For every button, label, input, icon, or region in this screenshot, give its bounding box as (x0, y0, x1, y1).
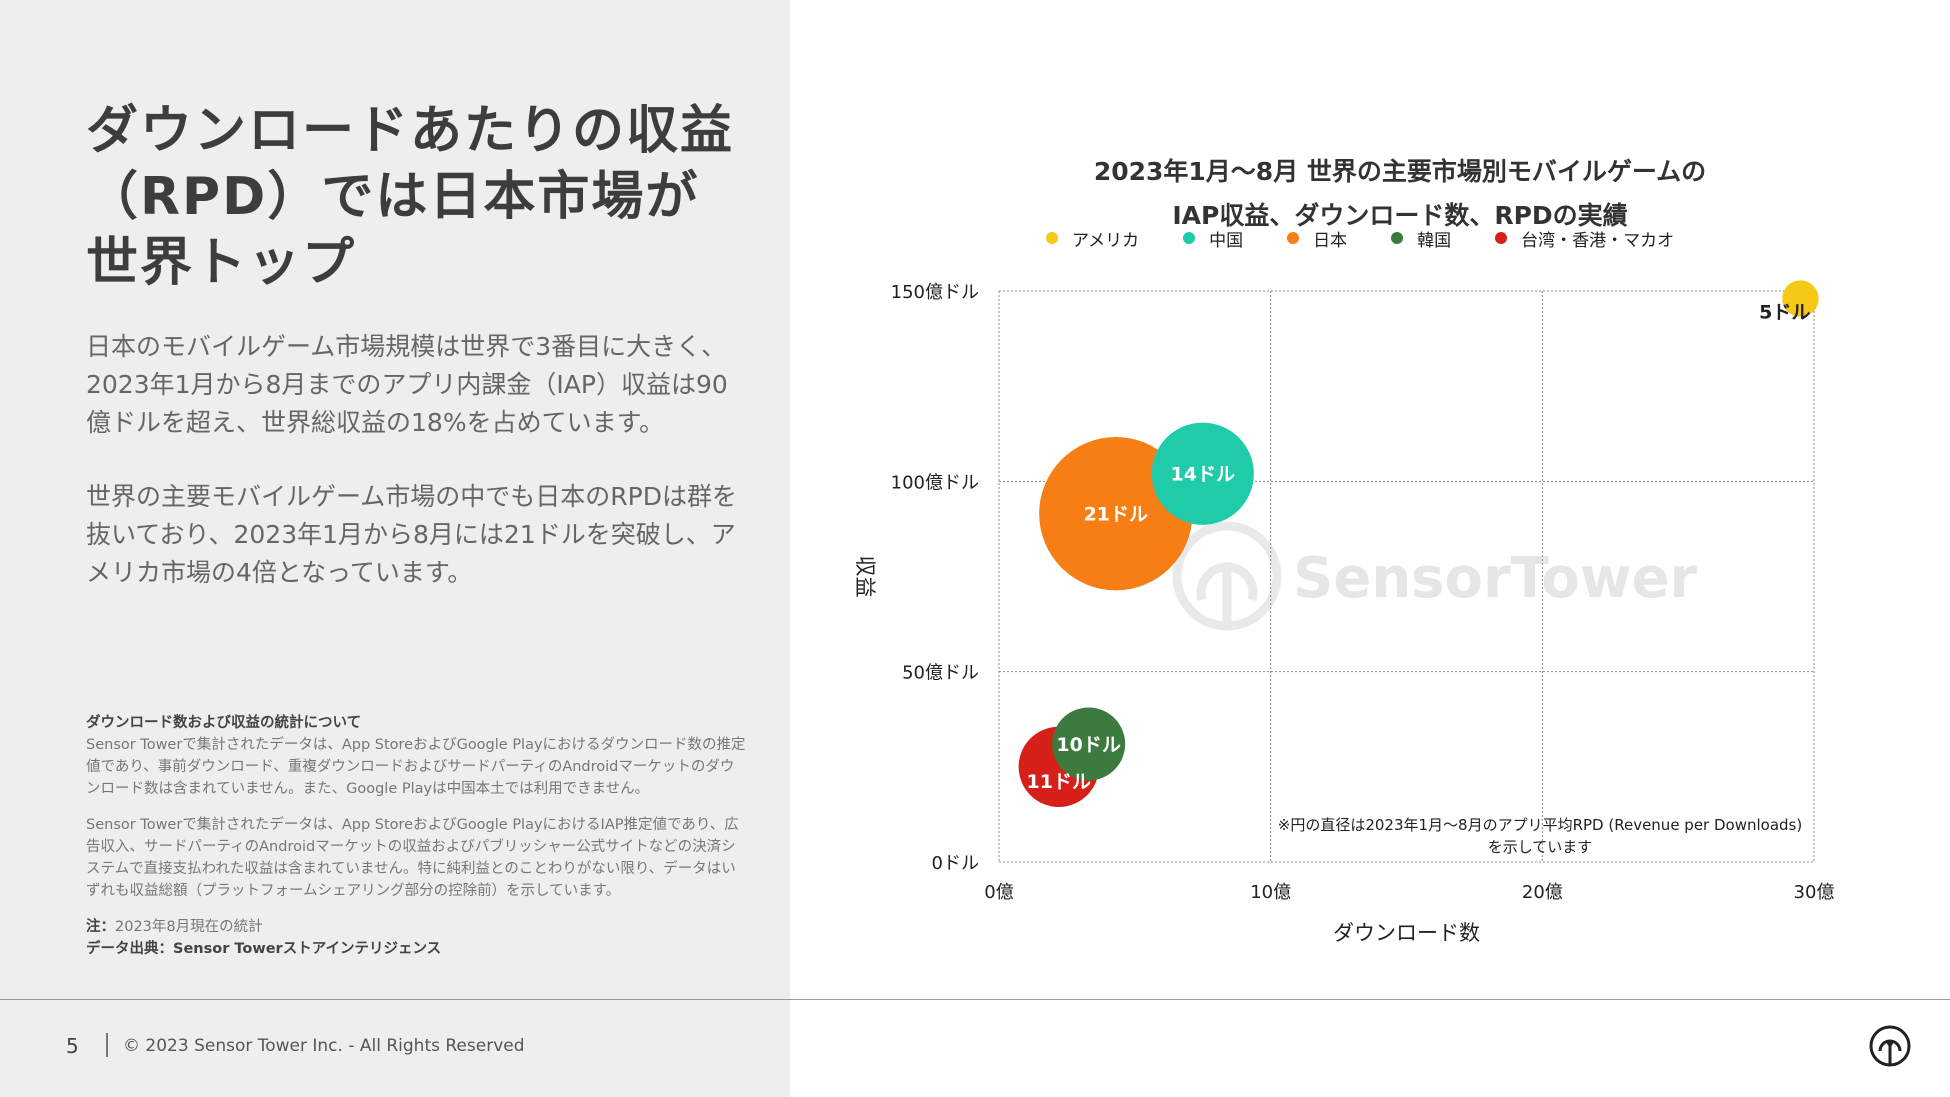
chart-bubbles: 5ドル 14ドル 21ドル 10ドル 11ドル (1018, 280, 1819, 807)
bubble-label-japan: 21ドル (1084, 504, 1148, 526)
legend-item-usa: アメリカ (1046, 226, 1140, 251)
intro-paragraph-1: 日本のモバイルゲーム市場規模は世界で3番目に大きく、2023年1月から8月までの… (86, 332, 728, 437)
notes-revenue-text: Sensor Towerで集計されたデータは、App StoreおよびGoogl… (86, 817, 739, 899)
legend-dot-taiwan (1495, 232, 1508, 244)
x-tick-label: 30億 (1794, 882, 1835, 903)
notes-date-text: 2023年8月現在の統計 (115, 919, 263, 935)
bubble-label-taiwan: 11ドル (1027, 771, 1091, 793)
y-tick-label: 100億ドル (891, 472, 979, 493)
chart-title-line-2: IAP収益、ダウンロード数、RPDの実績 (1172, 201, 1628, 230)
legend-label-japan: 日本 (1313, 230, 1348, 251)
bubble-label-usa: 5ドル (1759, 302, 1810, 324)
legend-dot-japan (1287, 232, 1300, 244)
watermark-text: SensorTower (1293, 546, 1698, 611)
legend-dot-korea (1391, 232, 1404, 244)
legend-item-korea: 韓国 (1391, 226, 1452, 251)
page-number: 5 (66, 1034, 79, 1058)
x-tick-label: 0億 (984, 882, 1013, 903)
chart-grid (998, 290, 1815, 863)
chart-ticks: 0億 10億 20億 30億 0ドル 50億ドル 100億ドル 150億ドル (891, 282, 1835, 903)
chart-legend: アメリカ 中国 日本 韓国 台湾・香港・マカオ (1046, 226, 1718, 251)
watermark-logo-arc (1196, 562, 1258, 602)
legend-label-usa: アメリカ (1072, 230, 1140, 251)
chart-title-line-1: 2023年1月〜8月 世界の主要市場別モバイルゲームの (1093, 157, 1707, 186)
legend-item-china: 中国 (1183, 226, 1244, 251)
bubble-label-china: 14ドル (1171, 464, 1235, 486)
page-headline: ダウンロードあたりの収益（RPD）では日本市場が世界トップ (86, 101, 735, 293)
footnote-line-1: ※円の直径は2023年1月〜8月のアプリ平均RPD (Revenue per D… (1277, 816, 1803, 834)
x-tick-label: 10億 (1250, 882, 1291, 903)
notes-date-label: 注： (86, 919, 115, 935)
legend-label-china: 中国 (1209, 230, 1244, 251)
notes-title: ダウンロード数および収益の統計について (86, 715, 362, 731)
intro-paragraph-2: 世界の主要モバイルゲーム市場の中でも日本のRPDは群を抜いており、2023年1月… (86, 482, 737, 587)
footnote-line-2: を示しています (1487, 838, 1593, 856)
notes-date-line: 注：2023年8月現在の統計 (86, 916, 746, 938)
y-axis-label: 収益 (853, 556, 877, 598)
copyright-text: © 2023 Sensor Tower Inc. - All Rights Re… (123, 1036, 525, 1056)
bubble-china (1151, 422, 1254, 525)
x-tick-label: 20億 (1522, 882, 1563, 903)
bubble-korea (1052, 707, 1126, 781)
legend-dot-usa (1046, 232, 1058, 244)
bubble-usa (1782, 280, 1819, 317)
watermark: SensorTower (1172, 521, 1698, 631)
notes-source: データ出典：Sensor Towerストアインテリジェンス (86, 941, 442, 957)
left-panel: ダウンロードあたりの収益（RPD）では日本市場が世界トップ 日本のモバイルゲーム… (0, 0, 790, 1097)
y-tick-label: 150億ドル (891, 282, 979, 303)
footer-separator (106, 1033, 108, 1057)
chart-footnote: ※円の直径は2023年1月〜8月のアプリ平均RPD (Revenue per D… (1250, 814, 1830, 858)
bubble-label-korea: 10ドル (1056, 734, 1120, 756)
y-tick-label: 50億ドル (902, 663, 979, 684)
statistics-notes: ダウンロード数および収益の統計について Sensor Towerで集計されたデー… (86, 712, 746, 960)
footer-divider (0, 999, 1950, 1000)
x-axis-label: ダウンロード数 (1333, 921, 1480, 945)
y-tick-label: 0ドル (932, 853, 979, 874)
legend-dot-china (1183, 232, 1196, 244)
notes-download-text: Sensor Towerで集計されたデータは、App StoreおよびGoogl… (86, 737, 746, 797)
sensor-tower-logo-icon (1869, 1025, 1911, 1067)
legend-item-japan: 日本 (1287, 226, 1348, 251)
legend-item-taiwan: 台湾・香港・マカオ (1495, 226, 1675, 251)
legend-label-taiwan: 台湾・香港・マカオ (1521, 230, 1675, 251)
legend-label-korea: 韓国 (1417, 230, 1452, 251)
